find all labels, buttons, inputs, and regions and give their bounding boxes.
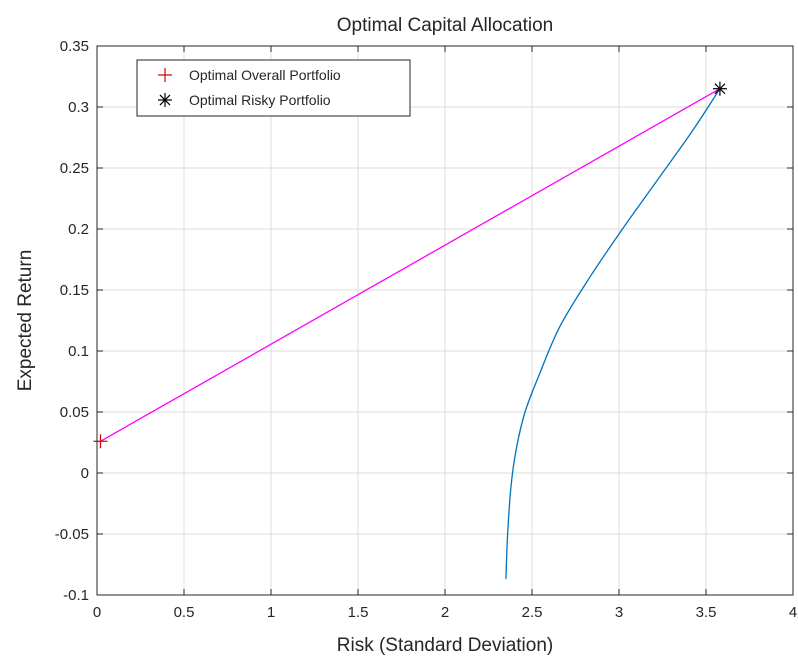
marker-stroke bbox=[159, 94, 171, 106]
y-tick-label: 0.2 bbox=[68, 221, 89, 238]
legend-entry-label: Optimal Risky Portfolio bbox=[189, 92, 331, 108]
x-tick-label: 1.5 bbox=[348, 604, 369, 621]
x-tick-label: 0.5 bbox=[174, 604, 195, 621]
legend-asterisk-icon bbox=[158, 93, 172, 107]
x-tick-label: 2.5 bbox=[522, 604, 543, 621]
x-tick-label: 3 bbox=[615, 604, 623, 621]
y-tick-label: 0.3 bbox=[68, 99, 89, 116]
y-tick-label: 0.1 bbox=[68, 343, 89, 360]
capital-allocation-line bbox=[100, 88, 721, 442]
y-axis-label: Expected Return bbox=[15, 250, 36, 392]
x-tick-label: 0 bbox=[93, 604, 101, 621]
marker-stroke bbox=[714, 83, 726, 95]
optimal-overall-portfolio-marker bbox=[93, 434, 108, 449]
x-tick-label: 3.5 bbox=[696, 604, 717, 621]
efficient-frontier-curve bbox=[505, 88, 721, 580]
chart-title: Optimal Capital Allocation bbox=[337, 15, 554, 36]
x-tick-label: 2 bbox=[441, 604, 449, 621]
legend: Optimal Overall Portfolio Optimal Risky P… bbox=[136, 59, 411, 117]
x-tick-label: 1 bbox=[267, 604, 275, 621]
y-tick-label: -0.05 bbox=[55, 526, 89, 543]
y-tick-label: 0.15 bbox=[60, 282, 89, 299]
y-tick-label: -0.1 bbox=[63, 587, 89, 604]
y-tick-label: 0 bbox=[81, 465, 89, 482]
legend-plus-icon bbox=[158, 68, 172, 82]
legend-entry-label: Optimal Overall Portfolio bbox=[189, 67, 341, 83]
x-axis-label: Risk (Standard Deviation) bbox=[337, 635, 553, 656]
series-layer bbox=[93, 81, 727, 580]
y-tick-label: 0.35 bbox=[60, 38, 89, 55]
y-tick-label: 0.25 bbox=[60, 160, 89, 177]
legend-box bbox=[136, 59, 411, 117]
y-tick-label: 0.05 bbox=[60, 404, 89, 421]
optimal-risky-portfolio-marker bbox=[712, 81, 727, 96]
ticks: 0 0.5 1 1.5 2 2.5 3 3.5 4 -0.1 -0.05 0 0.05 0.1 0.15 0.… bbox=[55, 38, 797, 621]
x-tick-label: 4 bbox=[789, 604, 797, 621]
